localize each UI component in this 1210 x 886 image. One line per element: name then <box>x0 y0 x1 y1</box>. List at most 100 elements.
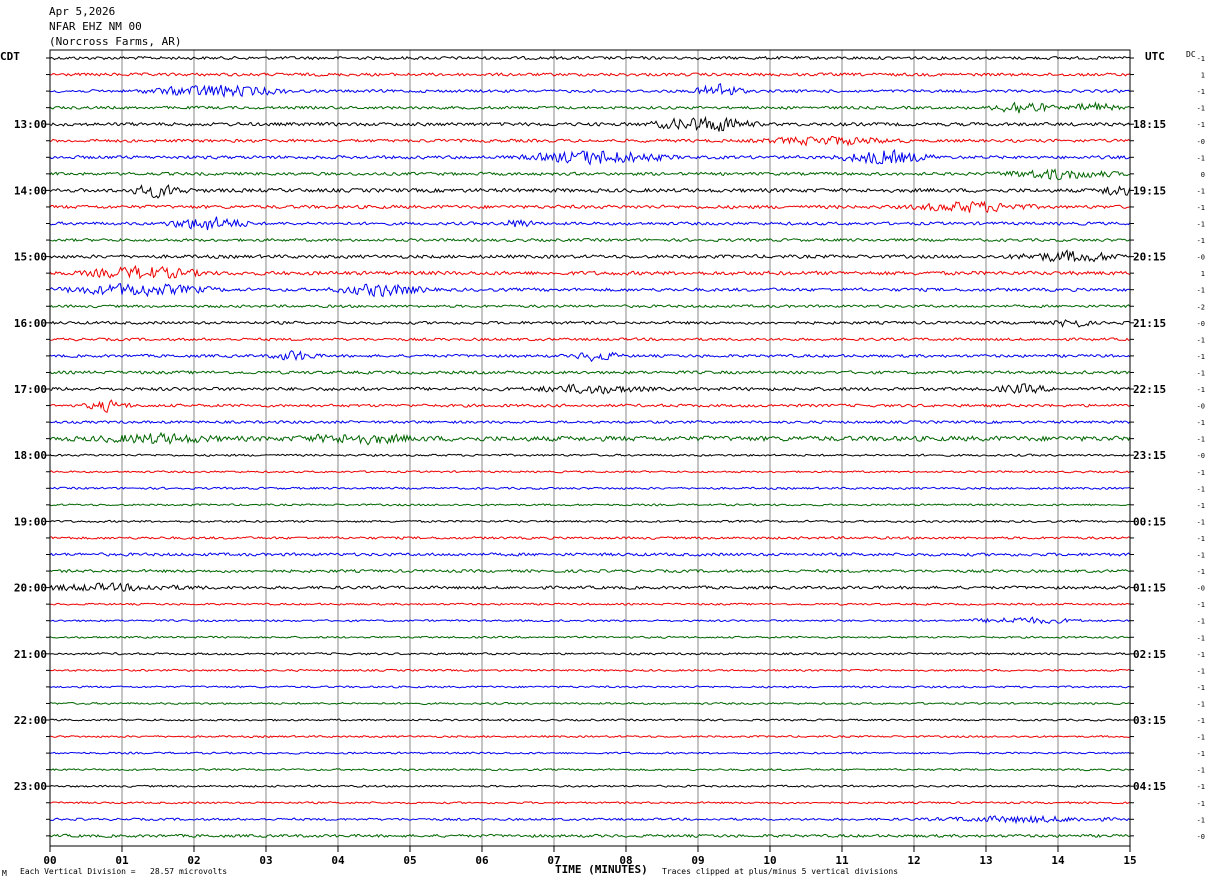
trace-row-11 <box>49 237 1131 243</box>
left-hour-label-2100: 21:00 <box>14 648 47 661</box>
left-hour-label-1600: 16:00 <box>14 317 47 330</box>
right-hour-label-1915: 19:15 <box>1133 184 1166 197</box>
dc-offset-row-45: -1 <box>1197 800 1205 808</box>
dc-offset-row-43: -1 <box>1197 767 1205 775</box>
left-hour-label-1700: 17:00 <box>14 383 47 396</box>
footer-mark: M <box>2 869 7 878</box>
x-tick-label-10: 10 <box>763 854 776 867</box>
left-hour-label-1500: 15:00 <box>14 251 47 264</box>
dc-offset-row-19: -1 <box>1197 369 1205 377</box>
right-hour-label-0415: 04:15 <box>1133 780 1166 793</box>
trace-row-46 <box>49 814 1131 825</box>
trace-row-40 <box>50 718 1131 722</box>
left-hour-label-2000: 20:00 <box>14 582 47 595</box>
trace-row-13 <box>49 264 1131 280</box>
scale-note: Each Vertical Division = 28.57 microvolt… <box>20 867 228 876</box>
dc-offset-row-41: -1 <box>1197 734 1205 742</box>
x-tick-label-04: 04 <box>331 854 345 867</box>
dc-offset-row-31: -1 <box>1197 568 1205 576</box>
x-tick-label-03: 03 <box>259 854 272 867</box>
x-tick-label-07: 07 <box>547 854 560 867</box>
trace-row-24 <box>49 453 1131 457</box>
dc-offset-row-20: -1 <box>1197 386 1205 394</box>
trace-row-47 <box>49 833 1130 839</box>
dc-offset-row-4: -1 <box>1197 121 1205 129</box>
dc-offset-row-1: 1 <box>1201 72 1205 80</box>
left-hour-label-1400: 14:00 <box>14 184 47 197</box>
right-hour-label-0315: 03:15 <box>1133 714 1166 727</box>
trace-row-37 <box>49 668 1131 672</box>
dc-offset-row-13: 1 <box>1201 270 1205 278</box>
dc-offset-row-12: -0 <box>1197 254 1205 262</box>
x-tick-label-00: 00 <box>43 854 56 867</box>
dc-offset-row-21: -0 <box>1197 403 1205 411</box>
dc-offset-row-8: -1 <box>1197 187 1205 195</box>
x-tick-label-06: 06 <box>475 854 489 867</box>
x-tick-label-13: 13 <box>979 854 992 867</box>
trace-row-3 <box>49 101 1131 114</box>
dc-offset-row-7: 0 <box>1201 171 1205 179</box>
dc-offset-row-17: -1 <box>1197 336 1205 344</box>
right-hour-label-0015: 00:15 <box>1133 515 1166 528</box>
trace-row-29 <box>49 536 1131 540</box>
right-hour-label-2015: 20:15 <box>1133 251 1166 264</box>
station-label: NFAR EHZ NM 00 <box>49 20 142 33</box>
trace-row-33 <box>50 602 1131 606</box>
trace-row-41 <box>49 734 1131 739</box>
trace-row-18 <box>49 350 1131 363</box>
trace-row-0 <box>49 55 1131 61</box>
dc-offset-row-5: -0 <box>1197 138 1205 146</box>
right-hour-label-0115: 01:15 <box>1133 582 1166 595</box>
left-hour-label-2300: 23:00 <box>14 780 47 793</box>
dc-offset-row-32: -0 <box>1197 585 1205 593</box>
minute-gridlines <box>121 50 1059 846</box>
trace-row-8 <box>49 184 1131 199</box>
x-tick-label-15: 15 <box>1123 854 1136 867</box>
dc-offset-row-18: -1 <box>1197 353 1205 361</box>
x-tick-label-09: 09 <box>691 854 704 867</box>
location-label: (Norcross Farms, AR) <box>49 35 182 48</box>
left-hour-label-2200: 22:00 <box>14 714 47 727</box>
right-hour-label-2115: 21:15 <box>1133 317 1166 330</box>
clip-note: Traces clipped at plus/minus 5 vertical … <box>662 867 899 876</box>
dc-offset-row-26: -1 <box>1197 485 1205 493</box>
dc-offset-row-36: -1 <box>1197 651 1205 659</box>
right-hour-label-0215: 02:15 <box>1133 648 1166 661</box>
trace-row-26 <box>49 486 1131 490</box>
dc-offset-row-33: -1 <box>1197 601 1205 609</box>
trace-row-45 <box>49 801 1131 805</box>
dc-offset-row-2: -1 <box>1197 88 1205 96</box>
trace-row-30 <box>49 552 1131 557</box>
seismic-traces <box>49 55 1131 839</box>
dc-offset-row-38: -1 <box>1197 684 1205 692</box>
x-tick-label-05: 05 <box>403 854 416 867</box>
x-tick-label-02: 02 <box>187 854 200 867</box>
plot-frame <box>46 49 1134 852</box>
dc-offset-row-22: -1 <box>1197 419 1205 427</box>
dc-offset-row-37: -1 <box>1197 667 1205 675</box>
left-hour-label-1900: 19:00 <box>14 515 47 528</box>
axis-labels: 00 01 02 03 04 05 06 07 08 09 10 11 12 13 14 1513:0014:… <box>14 55 1205 867</box>
dc-offset-row-23: -1 <box>1197 436 1205 444</box>
left-timezone-label: CDT <box>0 50 20 63</box>
trace-row-9 <box>49 200 1131 213</box>
dc-offset-row-44: -1 <box>1197 783 1205 791</box>
dc-offset-row-6: -1 <box>1197 154 1205 162</box>
left-hour-label-1800: 18:00 <box>14 449 47 462</box>
dc-offset-row-25: -1 <box>1197 469 1205 477</box>
trace-row-6 <box>49 148 1131 166</box>
dc-offset-row-24: -0 <box>1197 452 1205 460</box>
right-hour-label-2315: 23:15 <box>1133 449 1166 462</box>
dc-offset-row-42: -1 <box>1197 750 1205 758</box>
trace-row-38 <box>49 685 1131 689</box>
trace-row-21 <box>49 399 1131 413</box>
trace-row-16 <box>49 319 1131 328</box>
trace-row-20 <box>49 383 1131 395</box>
dc-offset-row-35: -1 <box>1197 634 1205 642</box>
dc-offset-row-27: -1 <box>1197 502 1205 510</box>
dc-offset-row-47: -0 <box>1197 833 1205 841</box>
trace-row-43 <box>49 768 1131 772</box>
x-tick-label-08: 08 <box>619 854 632 867</box>
dc-offset-row-15: -2 <box>1197 303 1205 311</box>
